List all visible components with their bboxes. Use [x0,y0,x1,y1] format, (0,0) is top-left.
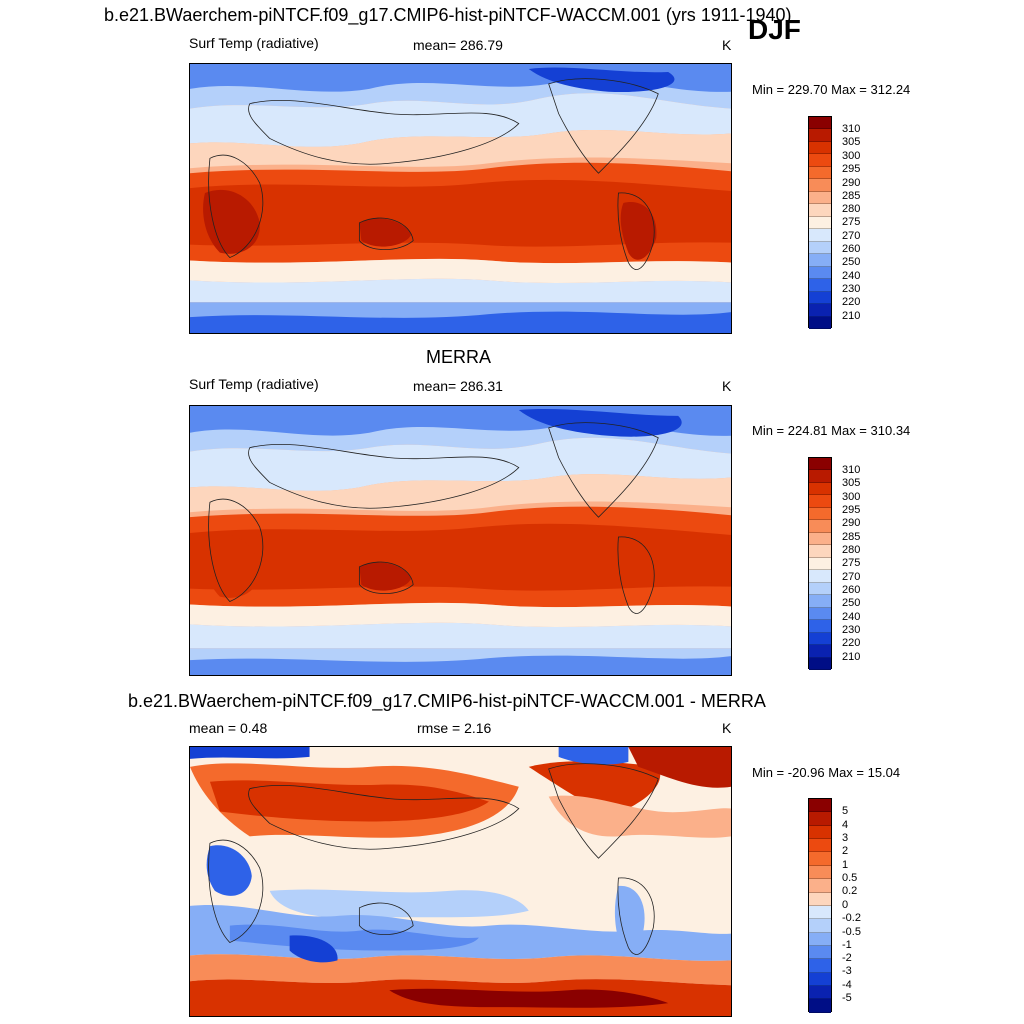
panel2-colorbar-tick: 240 [842,611,861,623]
panel3-colorbar-tick: -3 [842,965,852,977]
panel3-title: b.e21.BWaerchem-piNTCF.f09_g17.CMIP6-his… [128,691,766,711]
panel1-colorbar-tick: 295 [842,163,861,175]
panel1-mean-label: mean= 286.79 [413,37,503,53]
panel1-variable-label: Surf Temp (radiative) [189,35,319,51]
panel3-colorbar-tick: -5 [842,992,852,1004]
panel1-units-label: K [722,37,732,53]
panel3-colorbar-tick: 0.2 [842,885,858,897]
panel3-colorbar-tick: -4 [842,979,852,991]
panel3-units-label: K [722,720,732,736]
panel2-colorbar-tick: 305 [842,477,861,489]
panel3-colorbar-tick: -2 [842,952,852,964]
panel3-mean-label: mean = 0.48 [189,720,268,736]
panel3-map-svg [190,747,731,1016]
panel2-colorbar-tick: 220 [842,637,861,649]
panel1-colorbar-tick: 220 [842,296,861,308]
panel2-variable-label: Surf Temp (radiative) [189,376,319,392]
panel2-colorbar-tick: 290 [842,517,861,529]
panel2-colorbar-tick: 280 [842,544,861,556]
panel2-colorbar-tick: 275 [842,557,861,569]
panel1-colorbar-tick: 280 [842,203,861,215]
panel2-colorbar-tick: 270 [842,571,861,583]
panel2-minmax: Min = 224.81 Max = 310.34 [752,423,911,438]
panel1-colorbar-tick: 210 [842,310,861,322]
panel2-colorbar-tick: 260 [842,584,861,596]
panel3-colorbar-tick: 0.5 [842,872,858,884]
panel3-colorbar [808,798,832,1013]
panel1-minmax: Min = 229.70 Max = 312.24 [752,82,911,97]
panel2-colorbar-tick: 250 [842,597,861,609]
panel3-rmse-label: rmse = 2.16 [417,720,492,736]
season-label: DJF [748,14,801,45]
panel1-map-svg [190,64,731,333]
panel1-colorbar-tick: 305 [842,136,861,148]
panel3-colorbar-tick: -1 [842,939,852,951]
panel2-colorbar-tick: 295 [842,504,861,516]
panel2-colorbar-tick: 230 [842,624,861,636]
panel1-colorbar [808,116,832,329]
panel3-map [189,746,732,1017]
panel3-colorbar-tick: -0.2 [842,912,861,924]
panel2-units-label: K [722,378,732,394]
panel3-minmax: Min = -20.96 Max = 15.04 [752,765,901,780]
panel3-colorbar-tick: 2 [842,845,849,857]
panel1-colorbar-tick: 230 [842,283,861,295]
panel1-title: b.e21.BWaerchem-piNTCF.f09_g17.CMIP6-his… [104,5,792,25]
panel2-colorbar-tick: 285 [842,531,861,543]
panel1-colorbar-tick: 270 [842,230,861,242]
panel3-colorbar-tick: -0.5 [842,926,861,938]
panel2-colorbar-tick: 210 [842,651,861,663]
panel1-colorbar-tick: 290 [842,177,861,189]
panel3-colorbar-tick: 1 [842,859,849,871]
panel1-colorbar-tick: 285 [842,190,861,202]
panel2-colorbar-tick: 310 [842,464,861,476]
panel2-colorbar [808,457,832,670]
panel2-map-svg [190,406,731,675]
panel1-colorbar-tick: 260 [842,243,861,255]
panel3-colorbar-tick: 4 [842,819,849,831]
panel3-colorbar-tick: 0 [842,899,849,911]
panel1-colorbar-tick: 240 [842,270,861,282]
panel2-map [189,405,732,676]
panel1-colorbar-tick: 310 [842,123,861,135]
panel2-mean-label: mean= 286.31 [413,378,503,394]
panel3-colorbar-tick: 3 [842,832,849,844]
panel1-colorbar-tick: 250 [842,256,861,268]
panel1-colorbar-tick: 275 [842,216,861,228]
panel3-colorbar-tick: 5 [842,805,849,817]
panel2-colorbar-tick: 300 [842,491,861,503]
panel1-map [189,63,732,334]
panel1-colorbar-tick: 300 [842,150,861,162]
panel2-title: MERRA [426,347,492,367]
